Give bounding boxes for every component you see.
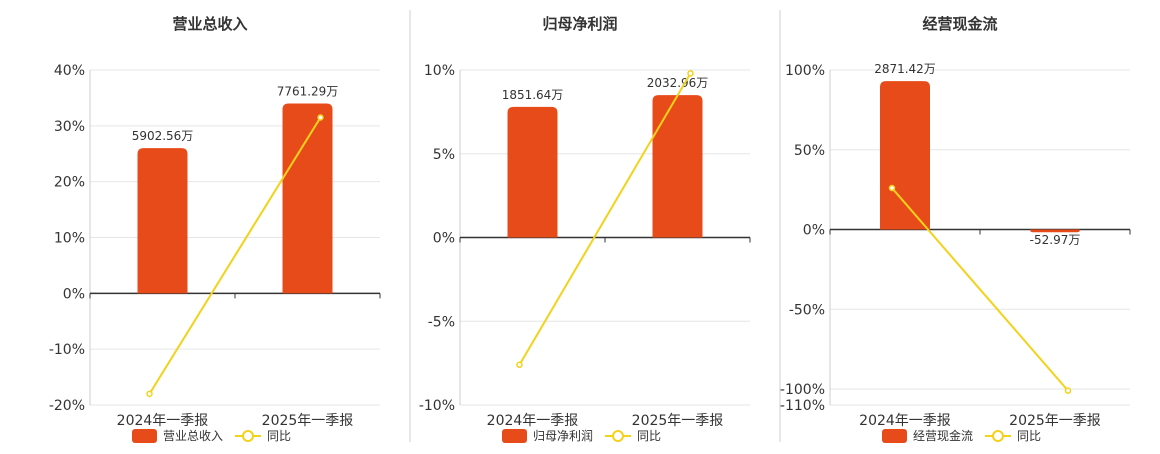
data-label: 2871.42万 (874, 62, 936, 76)
yoy-point (1064, 387, 1072, 394)
bar (1030, 229, 1080, 233)
yoy-point (146, 390, 153, 398)
y-tick-label: -100% (780, 382, 825, 398)
chart-panel-2: 归母净利润 10% 5% 0% -5% -10% 2024年一季报 2025年一季报 1851.… (419, 15, 751, 443)
y-tick-label: -110% (780, 398, 825, 414)
y-tick-label: 0% (63, 286, 85, 302)
legend-bar-swatch (132, 429, 157, 443)
y-tick-label: 5% (433, 147, 455, 163)
legend-label: 经营现金流 (913, 428, 973, 443)
x-tick-label: 2025年一季报 (632, 413, 724, 429)
y-tick-label: -10% (49, 342, 85, 358)
legend-label: 同比 (267, 429, 291, 443)
y-tick-label: 30% (54, 119, 85, 135)
legend-label: 营业总收入 (163, 429, 223, 443)
y-tick-label: -50% (789, 302, 825, 318)
data-label: 5902.56万 (132, 129, 194, 143)
data-label: 7761.29万 (277, 85, 339, 99)
chart-panel-1: 营业总收入 40% 30% 20% 10% 0% -10% -20% 2024年一季报 2025年… (49, 15, 381, 443)
y-tick-label: 10% (54, 231, 85, 247)
yoy-line (518, 72, 692, 366)
legend-bar-swatch (502, 429, 527, 443)
chart-title: 归母净利润 (542, 15, 617, 33)
yoy-line (148, 116, 322, 395)
legend-label: 同比 (637, 429, 661, 443)
y-tick-label: -20% (49, 398, 85, 414)
data-label: 2032.96万 (647, 76, 709, 90)
y-tick-label: 0% (433, 231, 455, 247)
y-tick-label: -10% (419, 398, 455, 414)
data-label: 1851.64万 (502, 88, 564, 102)
y-tick-label: 100% (785, 63, 825, 79)
legend-line-marker (242, 430, 254, 442)
bar (507, 106, 558, 238)
x-tick-label: 2024年一季报 (859, 413, 951, 429)
y-tick-label: 40% (54, 63, 85, 79)
x-tick-label: 2025年一季报 (262, 413, 354, 429)
x-tick-label: 2024年一季报 (117, 413, 209, 429)
yoy-point (888, 184, 896, 192)
yoy-point (317, 114, 324, 121)
legend-line-marker (612, 430, 624, 442)
yoy-point (516, 361, 523, 369)
y-tick-label: 0% (803, 223, 825, 239)
legend-line-marker (992, 430, 1004, 442)
legend-bar-swatch (882, 429, 907, 443)
bar (880, 81, 930, 230)
y-tick-label: 10% (424, 63, 455, 79)
y-tick-label: -5% (428, 314, 455, 330)
bar (137, 148, 188, 294)
legend-label: 归母净利润 (533, 429, 593, 443)
y-tick-label: 20% (54, 175, 85, 191)
bar (652, 95, 703, 238)
bar (282, 103, 333, 294)
legend-label: 同比 (1017, 429, 1041, 443)
x-tick-label: 2025年一季报 (1009, 413, 1101, 429)
data-label: -52.97万 (1030, 233, 1081, 247)
x-tick-label: 2024年一季报 (487, 413, 579, 429)
yoy-line (891, 187, 1069, 392)
y-tick-label: 50% (794, 143, 825, 159)
yoy-point (687, 70, 694, 77)
chart-panel-3: 经营现金流 100% 50% 0% -50% -100%-110% 2024年一季报 2025… (780, 15, 1131, 443)
chart-title: 经营现金流 (922, 15, 997, 33)
chart-title: 营业总收入 (172, 15, 247, 33)
